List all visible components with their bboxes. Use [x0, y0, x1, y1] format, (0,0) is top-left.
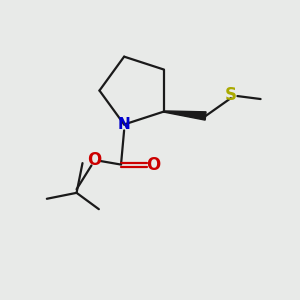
Text: O: O	[146, 156, 160, 174]
Text: S: S	[225, 85, 237, 103]
Polygon shape	[164, 111, 206, 120]
Text: N: N	[118, 117, 130, 132]
Text: O: O	[87, 151, 101, 169]
